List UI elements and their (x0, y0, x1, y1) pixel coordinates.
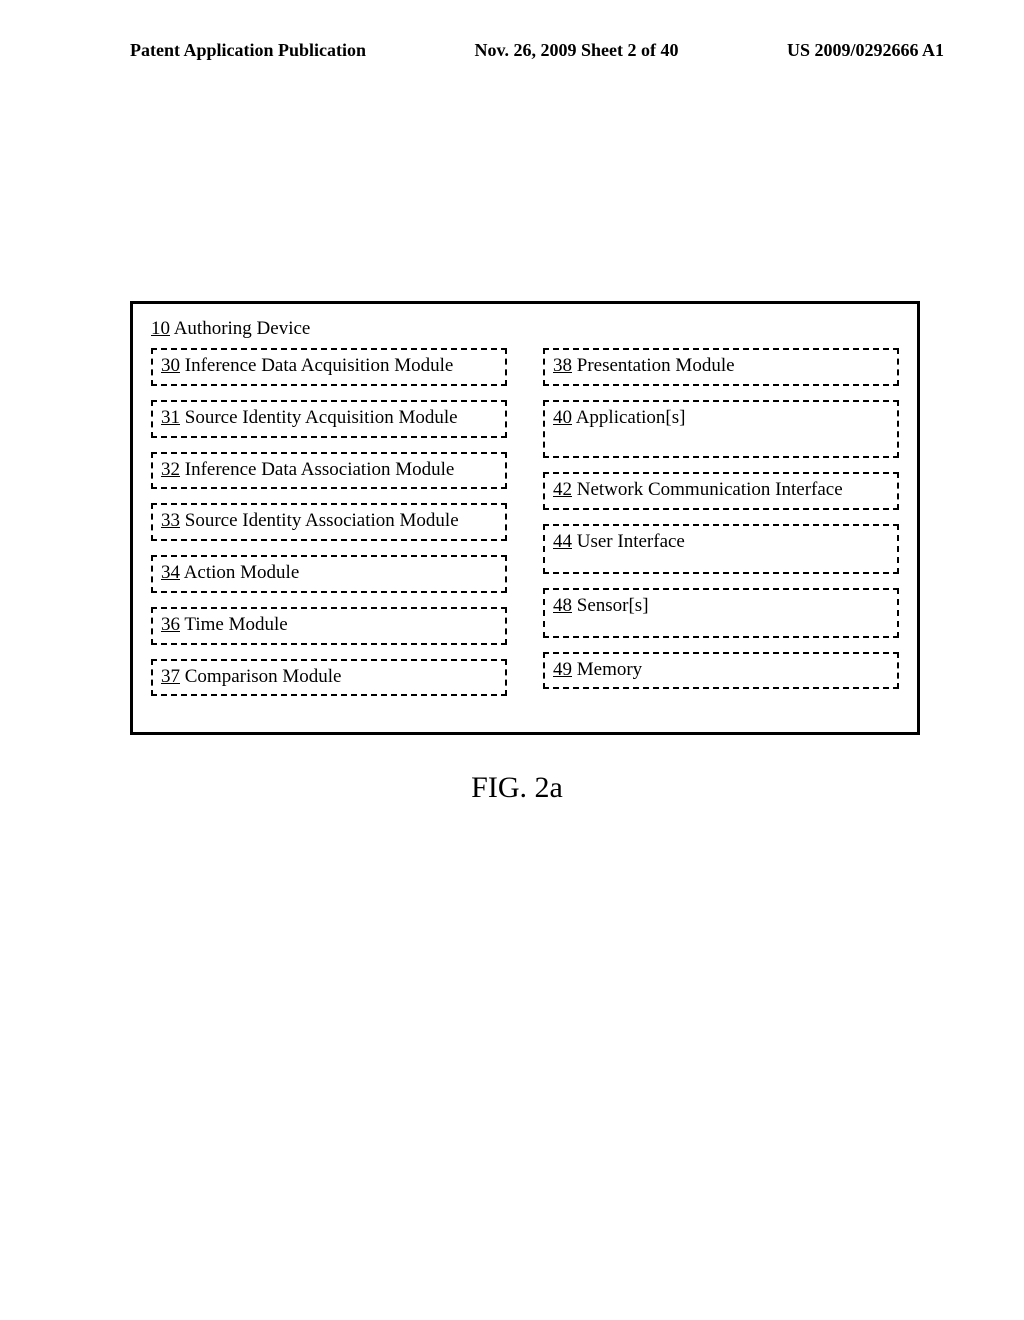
module-ref: 42 (553, 479, 572, 500)
module-memory: 49 Memory (543, 652, 899, 690)
module-label: Inference Data Acquisition Module (185, 355, 454, 376)
module-ref: 49 (553, 659, 572, 680)
left-column: 30 Inference Data Acquisition Module 31 … (151, 348, 507, 710)
module-sensors: 48 Sensor[s] (543, 588, 899, 638)
module-ref: 30 (161, 355, 180, 376)
module-time: 36 Time Module (151, 607, 507, 645)
module-ref: 38 (553, 355, 572, 376)
module-source-identity-acquisition: 31 Source Identity Acquisition Module (151, 400, 507, 438)
module-source-identity-association: 33 Source Identity Association Module (151, 503, 507, 541)
module-label: Sensor[s] (577, 595, 649, 616)
module-label: Time Module (184, 614, 287, 635)
module-ref: 33 (161, 510, 180, 531)
module-ref: 31 (161, 407, 180, 428)
figure-label: FIG. 2a (90, 771, 944, 805)
header-center: Nov. 26, 2009 Sheet 2 of 40 (475, 40, 679, 61)
page-header: Patent Application Publication Nov. 26, … (130, 40, 944, 61)
header-left: Patent Application Publication (130, 40, 366, 61)
module-ref: 32 (161, 459, 180, 480)
module-label: Presentation Module (577, 355, 735, 376)
module-network-communication-interface: 42 Network Communication Interface (543, 472, 899, 510)
module-ref: 37 (161, 666, 180, 687)
module-label: Inference Data Association Module (185, 459, 455, 480)
module-ref: 34 (161, 562, 180, 583)
module-ref: 48 (553, 595, 572, 616)
module-inference-data-association: 32 Inference Data Association Module (151, 452, 507, 490)
module-applications: 40 Application[s] (543, 400, 899, 458)
device-ref: 10 (151, 318, 170, 339)
module-label: Memory (577, 659, 642, 680)
module-action: 34 Action Module (151, 555, 507, 593)
module-ref: 36 (161, 614, 180, 635)
module-presentation: 38 Presentation Module (543, 348, 899, 386)
module-label: User Interface (577, 531, 685, 552)
module-label: Comparison Module (185, 666, 342, 687)
module-label: Source Identity Association Module (185, 510, 459, 531)
module-inference-data-acquisition: 30 Inference Data Acquisition Module (151, 348, 507, 386)
right-column: 38 Presentation Module 40 Application[s]… (543, 348, 899, 710)
module-label: Application[s] (576, 407, 686, 428)
header-right: US 2009/0292666 A1 (787, 40, 944, 61)
device-label: Authoring Device (174, 318, 311, 339)
module-columns: 30 Inference Data Acquisition Module 31 … (151, 348, 899, 710)
module-ref: 40 (553, 407, 572, 428)
module-label: Source Identity Acquisition Module (185, 407, 458, 428)
module-label: Action Module (184, 562, 300, 583)
module-label: Network Communication Interface (577, 479, 843, 500)
authoring-device-box: 10 Authoring Device 30 Inference Data Ac… (130, 301, 920, 735)
module-comparison: 37 Comparison Module (151, 659, 507, 697)
device-title: 10 Authoring Device (151, 318, 899, 340)
page: Patent Application Publication Nov. 26, … (0, 0, 1024, 1320)
module-user-interface: 44 User Interface (543, 524, 899, 574)
module-ref: 44 (553, 531, 572, 552)
